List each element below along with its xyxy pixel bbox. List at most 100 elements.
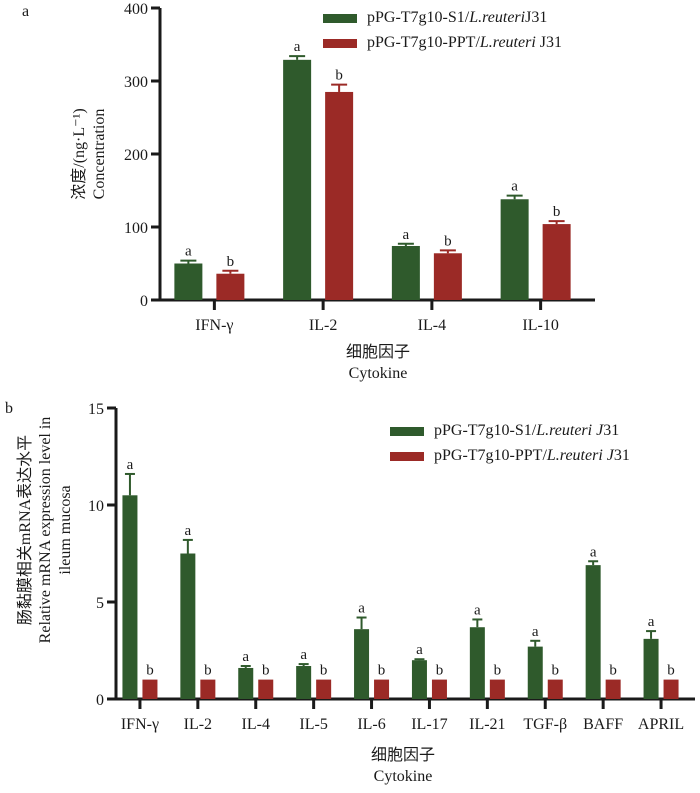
chart-a-xlabel: Cytokine: [349, 365, 408, 382]
y-tick-label: 5: [96, 595, 104, 612]
significance-label: a: [358, 601, 365, 617]
significance-label: a: [185, 244, 192, 260]
significance-label: a: [294, 39, 301, 55]
bar: [663, 679, 679, 699]
significance-label: b: [436, 663, 444, 679]
y-tick-label: 15: [88, 401, 104, 418]
bar: [122, 495, 138, 699]
significance-label: b: [494, 663, 502, 679]
x-tick-label: IL-2: [309, 317, 337, 334]
significance-label: b: [320, 663, 328, 679]
legend-label-part: L.reuteri: [468, 9, 525, 26]
x-tick-label: IFN-γ: [121, 716, 159, 733]
significance-label: b: [378, 663, 386, 679]
panel-label-a: a: [22, 3, 29, 20]
bar: [469, 627, 485, 699]
significance-label: b: [552, 663, 560, 679]
chart-b-ylabel-cn: 肠黏膜相关mRNA表达水平: [16, 435, 34, 625]
chart-a-xlabel-cn: 细胞因子: [346, 343, 410, 361]
bar: [142, 679, 158, 699]
significance-label: a: [300, 647, 307, 663]
significance-label: a: [242, 649, 249, 665]
significance-label: a: [648, 614, 655, 630]
chart-a: 0 100 200 300 400 IFN-γ a b IL-2 a b IL-4 a b IL-10 a b p…: [124, 1, 595, 334]
x-tick-label: IL-4: [418, 317, 446, 334]
legend-swatch: [323, 39, 357, 48]
significance-label: b: [204, 663, 212, 679]
bar: [174, 263, 203, 300]
bar: [585, 565, 601, 699]
panel-label-b: b: [5, 400, 13, 417]
legend-label-part: pPG-T7g10-PPT/: [434, 447, 547, 464]
legend-swatch: [390, 427, 424, 436]
significance-label: a: [127, 457, 134, 473]
y-tick-label: 10: [88, 498, 104, 515]
legend-label: pPG-T7g10-PPT/L.reuteri J31: [367, 34, 562, 51]
significance-label: b: [146, 663, 154, 679]
bar: [431, 679, 447, 699]
significance-label: b: [262, 663, 270, 679]
significance-label: b: [335, 68, 343, 84]
y-tick-label: 300: [124, 74, 148, 91]
x-tick-label: IFN-γ: [195, 317, 233, 334]
y-tick-label: 0: [140, 293, 148, 310]
legend-label-part: pPG-T7g10-PPT/: [367, 34, 480, 51]
chart-b-ylabel-2: ileum mucosa: [57, 485, 74, 574]
bar: [296, 666, 312, 699]
legend-label-part: J31: [525, 9, 547, 26]
bar: [283, 59, 312, 300]
bar: [542, 224, 571, 300]
bar: [238, 667, 254, 699]
legend-label: pPG-T7g10-S1/L.reuteri J31: [434, 422, 619, 439]
x-tick-label: IL-10: [522, 317, 558, 334]
chart-a-ylabel-cn: 浓度/(ng·L⁻¹): [70, 108, 88, 199]
bar: [374, 679, 390, 699]
x-tick-label: IL-17: [411, 716, 447, 733]
legend-label: pPG-T7g10-S1/L.reuteriJ31: [367, 9, 547, 26]
x-tick-label: BAFF: [583, 716, 623, 733]
legend-label-part: L.reuteri J: [535, 422, 604, 439]
bar: [643, 638, 659, 699]
x-tick-label: IL-21: [469, 716, 505, 733]
significance-label: b: [609, 663, 617, 679]
significance-label: a: [511, 179, 518, 195]
significance-label: a: [532, 624, 539, 640]
bar: [354, 629, 370, 699]
significance-label: a: [185, 523, 192, 539]
bar: [547, 679, 563, 699]
chart-b-xlabel-cn: 细胞因子: [371, 746, 435, 764]
bar: [605, 679, 621, 699]
bar: [500, 199, 529, 300]
x-tick-label: IL-2: [184, 716, 212, 733]
bar: [180, 553, 196, 699]
significance-label: a: [403, 227, 410, 243]
legend-swatch: [390, 452, 424, 461]
bar: [200, 679, 216, 699]
significance-label: b: [667, 663, 675, 679]
bar: [391, 245, 420, 300]
legend-label-part: 31: [603, 422, 619, 439]
significance-label: a: [474, 602, 481, 618]
legend-label-part: J31: [540, 34, 562, 51]
legend-swatch: [323, 14, 357, 23]
x-tick-label: IL-5: [299, 716, 327, 733]
bar: [489, 679, 505, 699]
legend-label-part: L.reuteri J: [546, 447, 615, 464]
legend-label-part: 31: [614, 447, 630, 464]
legend-label-part: pPG-T7g10-S1/: [434, 422, 537, 439]
y-tick-label: 400: [124, 1, 148, 18]
bar: [527, 646, 543, 699]
chart-b: 051015IFN-γabIL-2abIL-4abIL-5abIL-6abIL-…: [88, 401, 695, 733]
bar: [216, 273, 245, 300]
legend-label-part: L.reuteri: [479, 34, 540, 51]
y-tick-label: 0: [96, 692, 104, 709]
chart-b-xlabel: Cytokine: [374, 768, 433, 785]
significance-label: a: [416, 642, 423, 658]
chart-b-ylabel: Relative mRNA expression level in: [37, 417, 54, 644]
x-tick-label: TGF-β: [523, 716, 567, 733]
significance-label: b: [553, 204, 561, 220]
bar: [316, 679, 332, 699]
legend-label-part: pPG-T7g10-S1/: [367, 9, 470, 26]
significance-label: b: [227, 254, 235, 270]
